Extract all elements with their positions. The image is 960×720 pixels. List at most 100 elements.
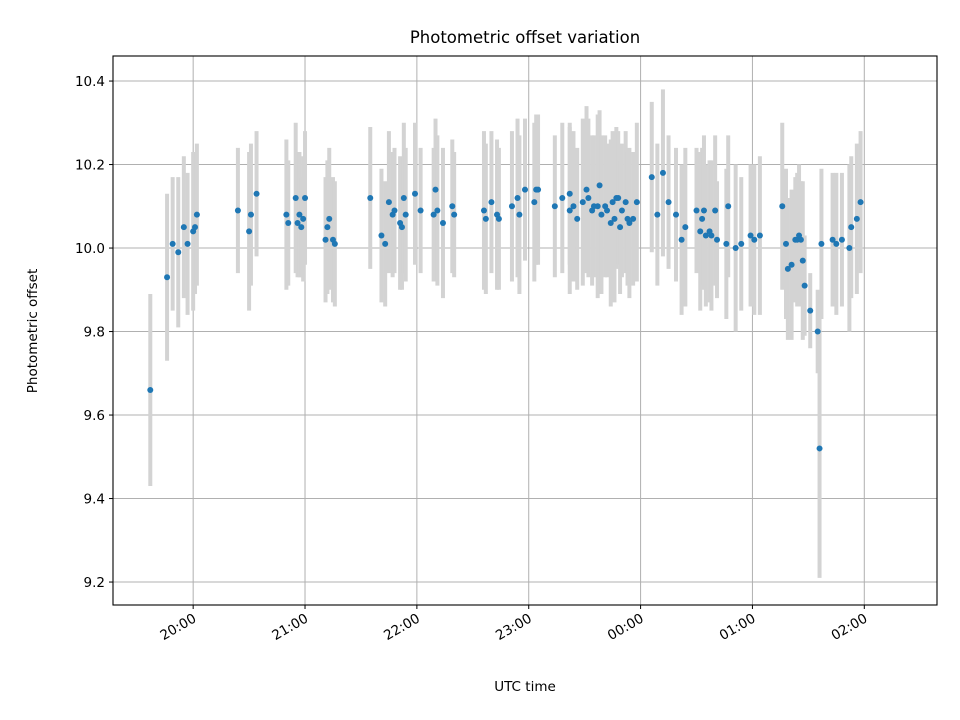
data-point: [609, 199, 616, 206]
data-point: [488, 199, 495, 206]
data-point: [570, 203, 577, 210]
data-point: [391, 207, 398, 214]
data-point: [402, 211, 409, 218]
data-point: [292, 194, 299, 201]
data-point: [566, 207, 573, 214]
data-point: [618, 207, 625, 214]
y-tick-label: 9.8: [84, 325, 105, 341]
data-point: [296, 211, 303, 218]
data-point: [702, 232, 709, 239]
data-point: [164, 274, 171, 281]
data-point: [779, 203, 786, 210]
data-point: [184, 240, 191, 247]
data-point: [723, 240, 730, 247]
data-point: [648, 174, 655, 181]
data-point: [585, 194, 592, 201]
data-point: [712, 207, 719, 214]
data-point: [725, 203, 732, 210]
data-point: [482, 215, 489, 222]
data-point: [617, 224, 624, 231]
y-tick-label: 9.4: [84, 492, 105, 508]
data-point: [784, 265, 791, 272]
data-point: [180, 224, 187, 231]
data-point: [708, 232, 715, 239]
data-point: [382, 240, 389, 247]
data-point: [579, 199, 586, 206]
data-point: [300, 215, 307, 222]
data-point: [848, 224, 855, 231]
data-point: [814, 328, 821, 335]
data-point: [531, 199, 538, 206]
data-point: [611, 215, 618, 222]
data-point: [697, 228, 704, 235]
data-point: [594, 203, 601, 210]
data-point: [801, 282, 808, 289]
data-point: [807, 307, 814, 314]
data-point: [302, 194, 309, 201]
data-point: [846, 245, 853, 252]
data-point: [630, 215, 637, 222]
data-point: [857, 199, 864, 206]
data-point: [434, 207, 441, 214]
data-point: [175, 249, 182, 256]
data-point: [522, 186, 528, 193]
data-point: [665, 199, 672, 206]
plot-frame: [112, 55, 938, 606]
data-point: [818, 240, 825, 247]
data-point: [234, 207, 241, 214]
data-point: [756, 232, 763, 239]
x-axis-label: UTC time: [494, 679, 556, 695]
data-point: [285, 219, 292, 226]
data-point: [192, 224, 199, 231]
data-point: [596, 182, 603, 189]
data-point: [673, 211, 680, 218]
data-point: [604, 207, 611, 214]
data-point: [607, 219, 614, 226]
data-point: [799, 257, 806, 264]
y-axis: 9.2 9.4 9.6 9.8 10.0 10.2 10.4: [75, 74, 113, 591]
data-point: [535, 186, 542, 193]
y-tick-label: 9.6: [84, 408, 105, 424]
data-point: [246, 228, 253, 235]
data-point: [283, 211, 290, 218]
data-point: [508, 203, 515, 210]
data-point: [732, 245, 739, 252]
data-point: [432, 186, 439, 193]
data-point: [439, 219, 446, 226]
data-point: [833, 240, 840, 247]
data-point: [480, 207, 487, 214]
data-point: [693, 207, 700, 214]
data-point: [574, 215, 581, 222]
y-tick-label: 10.2: [75, 158, 105, 174]
data-point: [838, 236, 845, 243]
data-point: [633, 199, 640, 206]
data-point: [615, 194, 622, 201]
data-point: [626, 219, 633, 226]
data-point: [322, 236, 329, 243]
data-point: [247, 211, 254, 218]
data-point: [417, 207, 424, 214]
data-point: [449, 203, 456, 210]
data-point: [331, 240, 338, 247]
data-point: [514, 194, 521, 201]
data-point: [298, 224, 305, 231]
data-point: [147, 386, 154, 393]
data-point: [385, 199, 392, 206]
data-point: [751, 236, 758, 243]
data-points: [147, 169, 864, 452]
data-point: [378, 232, 385, 239]
data-point: [516, 211, 523, 218]
data-point: [700, 207, 707, 214]
y-tick-label: 10.0: [75, 241, 105, 257]
y-axis-label: Photometric offset: [25, 269, 41, 393]
data-point: [598, 211, 605, 218]
data-point: [782, 240, 789, 247]
data-point: [747, 232, 754, 239]
data-point: [566, 190, 573, 197]
data-point: [412, 190, 419, 197]
data-point: [400, 194, 407, 201]
data-point: [367, 194, 374, 201]
y-tick-label: 10.4: [75, 74, 105, 90]
